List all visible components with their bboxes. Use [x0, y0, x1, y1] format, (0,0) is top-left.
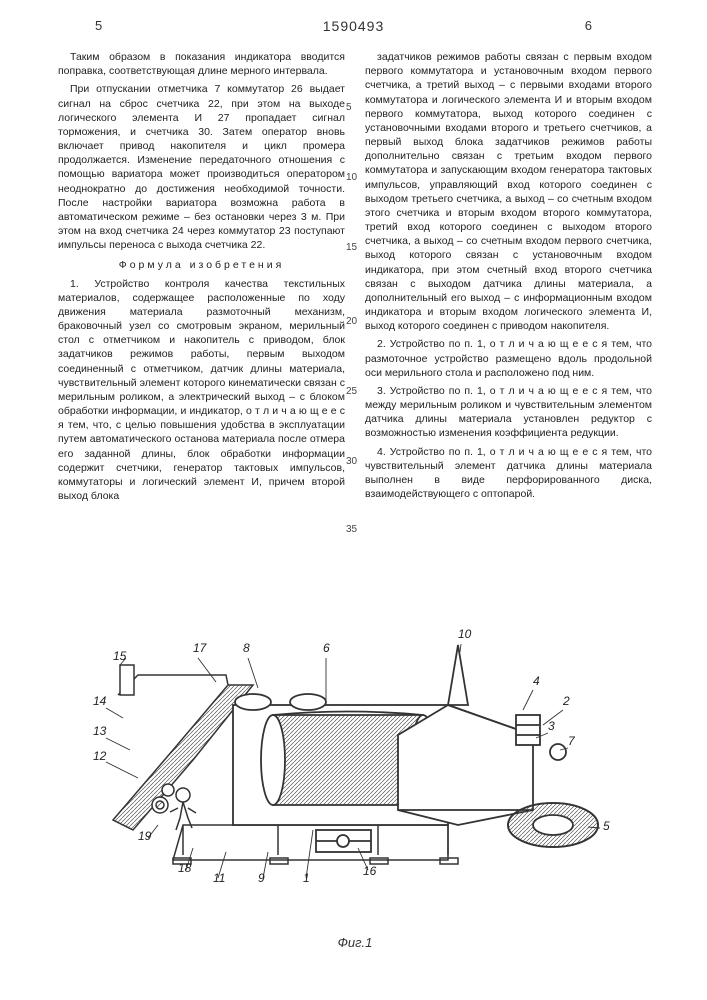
figure-label: 6 [323, 641, 330, 655]
figure-label: 10 [458, 627, 472, 641]
right-p3: 3. Устройство по п. 1, о т л и ч а ю щ е… [365, 384, 652, 441]
left-p3: 1. Устройство контроля качества текстиль… [58, 277, 345, 504]
figure-label: 1 [303, 871, 310, 885]
page-number-left: 5 [95, 18, 102, 33]
figure-label: 16 [363, 864, 377, 878]
figure-label: 4 [533, 674, 540, 688]
figure-label: 13 [93, 724, 107, 738]
page-number-right: 6 [585, 18, 592, 33]
figure-label: 17 [193, 641, 208, 655]
figure-label: 8 [243, 641, 250, 655]
figure-label: 2 [562, 694, 570, 708]
right-p4: 4. Устройство по п. 1, о т л и ч а ю щ е… [365, 445, 652, 502]
patent-number: 1590493 [323, 18, 385, 34]
text-columns: Таким образом в показания индикатора вво… [58, 50, 652, 507]
figure-area: 15 14 13 12 19 18 11 9 1 17 8 6 16 10 4 237 5 Фиг.1 [58, 620, 652, 960]
figure-label: 15 [113, 649, 127, 663]
right-p2: 2. Устройство по п. 1, о т л и ч а ю щ е… [365, 337, 652, 380]
figure-caption: Фиг.1 [338, 935, 373, 950]
figure-label: 12 [93, 749, 107, 763]
figure-label: 14 [93, 694, 107, 708]
figure-label: 19 [138, 829, 152, 843]
left-column: Таким образом в показания индикатора вво… [58, 50, 345, 507]
page: 1590493 5 6 5101520253035 Таким образом … [0, 0, 707, 1000]
right-column: задатчиков режимов работы связан с первы… [365, 50, 652, 507]
left-p2: При отпускании отметчика 7 коммутатор 26… [58, 82, 345, 252]
figure-label: 7 [568, 734, 576, 748]
figure-label: 18 [178, 861, 192, 875]
left-p1: Таким образом в показания индикатора вво… [58, 50, 345, 78]
figure-svg: 15 14 13 12 19 18 11 9 1 17 8 6 16 10 4 237 5 [58, 620, 652, 960]
formula-title: Формула изобретения [58, 258, 345, 272]
figure-label: 9 [258, 871, 265, 885]
figure-label: 11 [213, 871, 225, 885]
figure-label: 3 [548, 719, 555, 733]
line-marker: 35 [346, 524, 357, 535]
right-p1: задатчиков режимов работы связан с первы… [365, 50, 652, 333]
figure-label: 5 [603, 819, 610, 833]
